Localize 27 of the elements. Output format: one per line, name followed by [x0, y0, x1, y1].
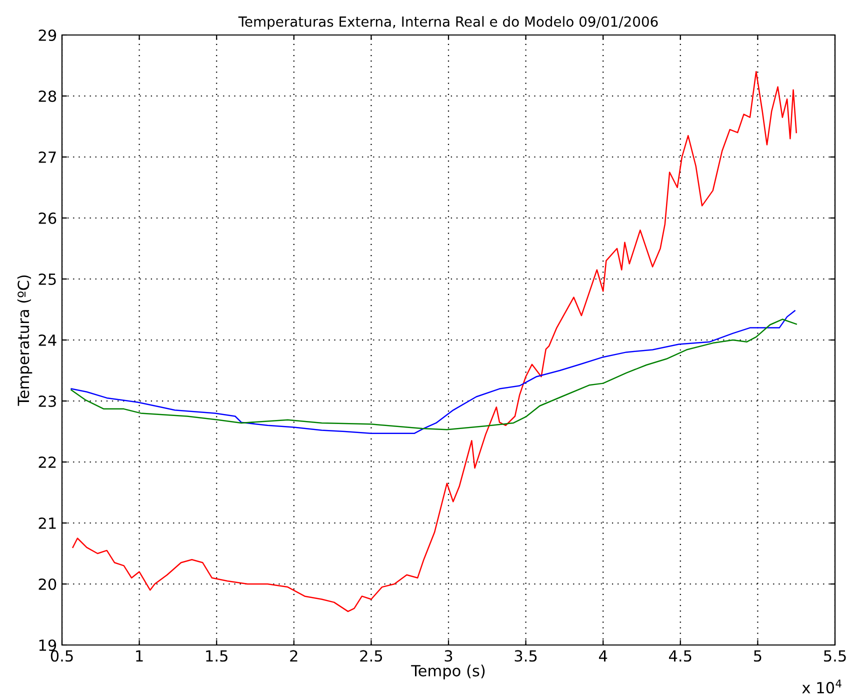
y-tick-label: 27 — [38, 151, 56, 163]
y-tick-label: 24 — [38, 334, 56, 346]
y-tick-label: 20 — [38, 578, 56, 590]
x-tick-label: 0.5 — [50, 650, 73, 662]
text: x 10$^{4}$ — [802, 680, 842, 694]
x-tick-label: 1 — [136, 650, 143, 662]
x-tick-label: 3.5 — [514, 650, 537, 662]
x-axis-title: Tempo (s) — [411, 664, 485, 680]
x-tick-label: 3 — [444, 650, 452, 662]
y-tick-label: 19 — [39, 639, 56, 652]
line-series — [72, 70, 797, 612]
y-tick-label: 23 — [38, 395, 56, 408]
chart-title: Temperaturas Externa, Interna Real e do Modelo 09/01/2006 — [238, 16, 658, 30]
x-tick-label: 5.5 — [824, 650, 846, 662]
y-tick-label: 28 — [38, 90, 56, 102]
x-tick-label: 2.5 — [360, 650, 382, 662]
x-tick-label: 4 — [598, 650, 608, 662]
y-axis-title: Temperatura (ºC) — [17, 275, 32, 406]
x-tick-label: 5 — [754, 650, 762, 662]
y-tick-label: 22 — [38, 456, 56, 468]
x-tick-label: 2 — [290, 650, 298, 662]
y-tick-label: 29 — [38, 29, 56, 42]
y-tick-label: 26 — [38, 212, 56, 224]
y-tick-label: 21 — [38, 517, 56, 529]
y-tick-label: 25 — [38, 273, 56, 286]
x-tick-label: 4.5 — [669, 650, 692, 662]
x-tick-label: 1.5 — [206, 650, 228, 662]
